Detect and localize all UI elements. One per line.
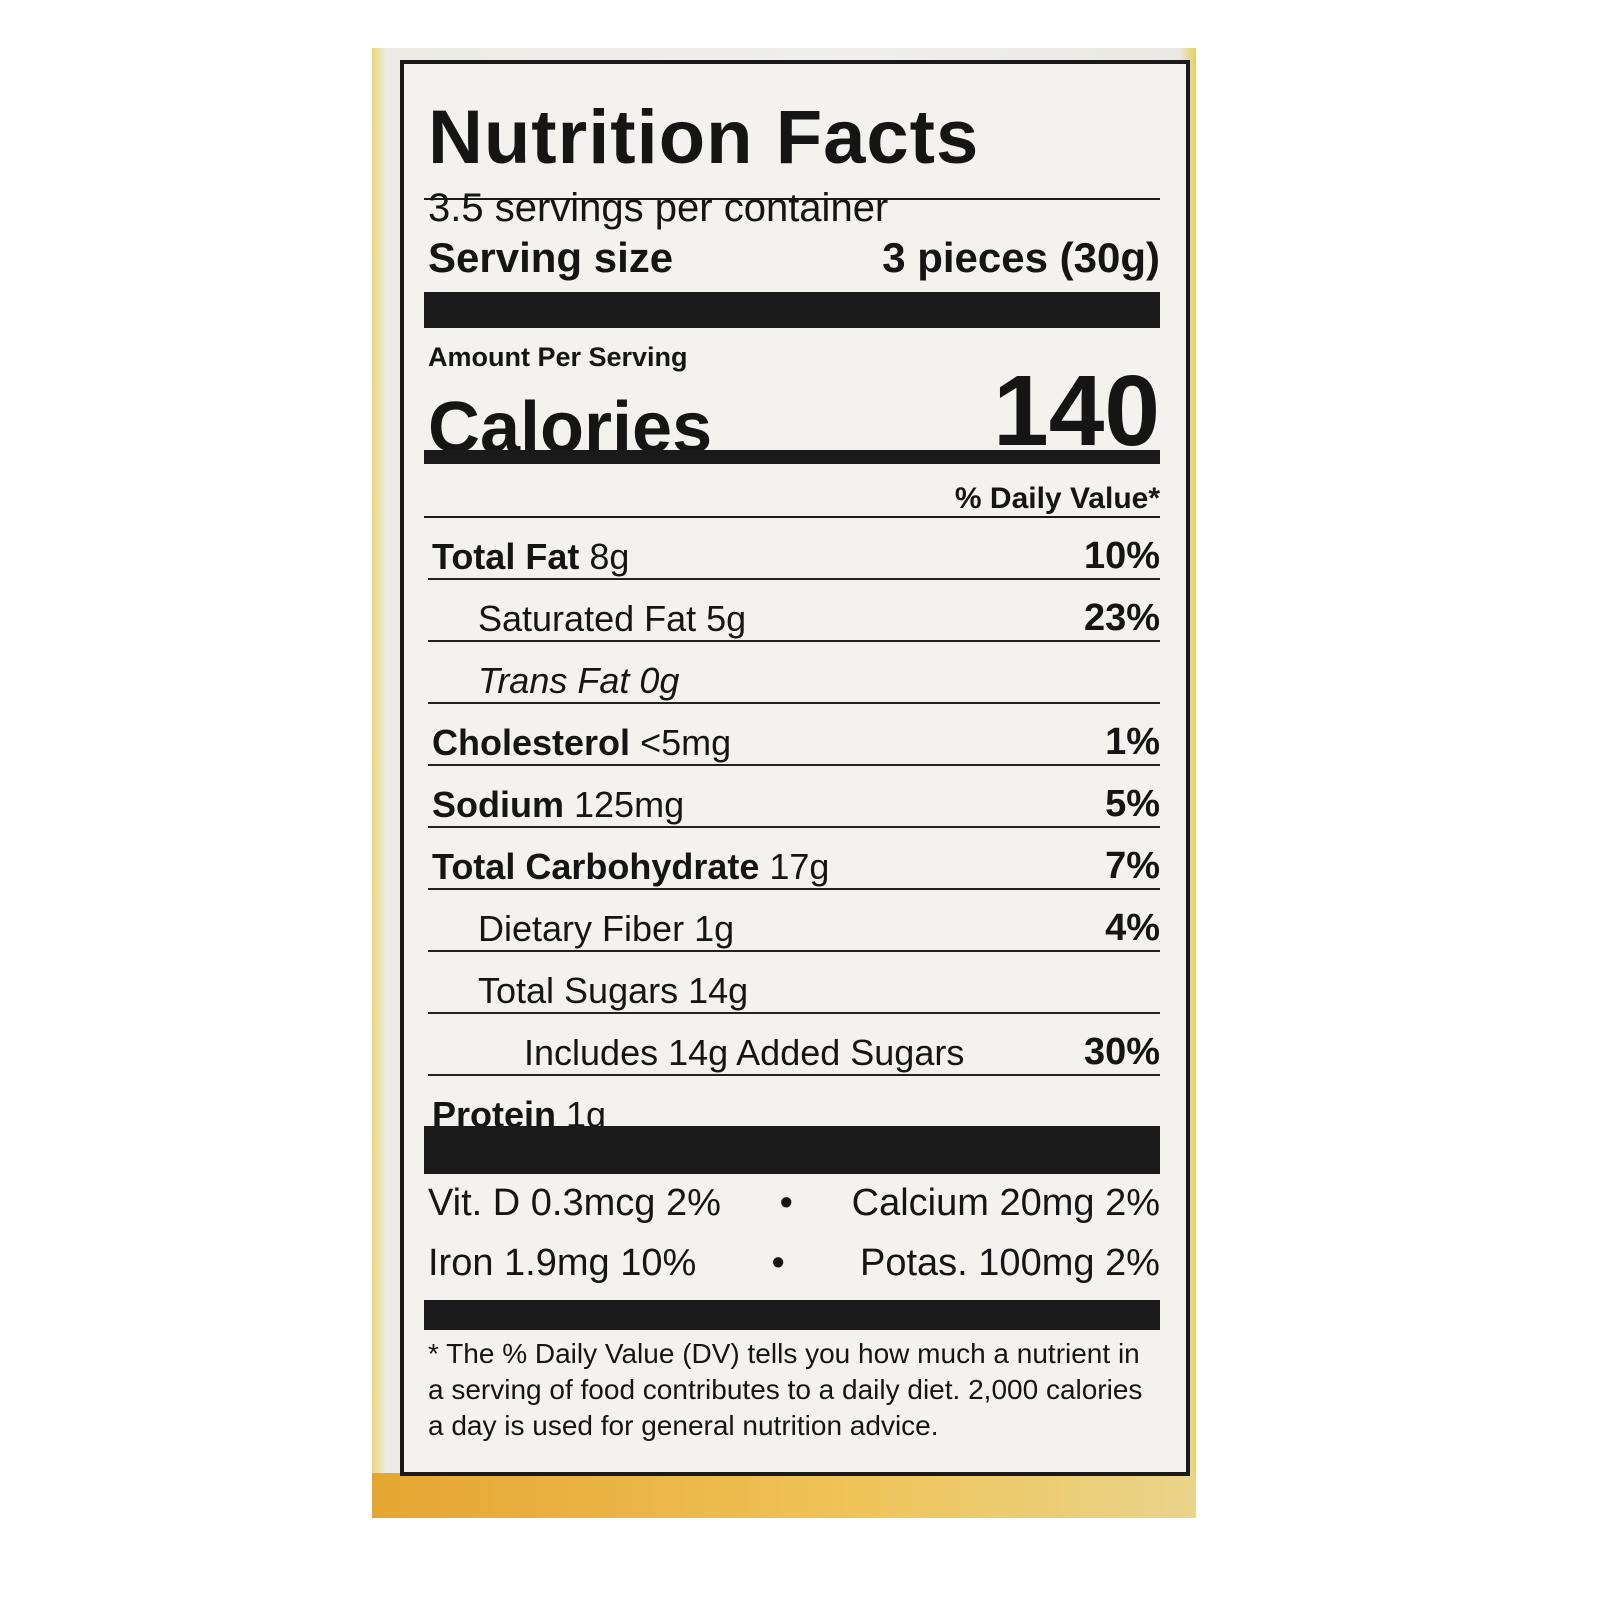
nutrient-row: Trans Fat 0g [428,642,1160,704]
nutrient-row: Saturated Fat 5g 23% [428,580,1160,642]
servings-per-container: 3.5 servings per container [428,186,889,230]
nutrient-daily-value: 4% [1105,907,1160,949]
nutrient-row: Sodium 125mg 5% [428,766,1160,828]
nutrient-label: Includes 14g Added Sugars [524,1032,965,1073]
nutrient-row: Cholesterol <5mg 1% [428,704,1160,766]
nutrient-row: Includes 14g Added Sugars 30% [428,1014,1160,1076]
nutrient-daily-value: 10% [1083,535,1160,577]
daily-value-header: % Daily Value* [954,482,1160,515]
nutrient-name: Total Carbohydrate 17g [428,846,829,888]
label-title: Nutrition Facts [428,95,980,180]
thick-divider [424,1300,1160,1330]
nutrient-amount: 0g [639,660,680,701]
nutrient-label: Sodium [432,784,564,825]
serving-size-label: Serving size [428,234,674,281]
nutrient-daily-value: 5% [1105,783,1160,825]
nutrient-daily-value: 30% [1083,1031,1160,1073]
serving-size-value: 3 pieces (30g) [882,234,1160,281]
nutrient-label: Cholesterol [432,722,631,763]
calcium: Calcium 20mg 2% [851,1182,1160,1224]
thick-divider [424,1126,1160,1174]
nutrient-amount: 125mg [574,784,685,825]
nutrient-name: Total Fat 8g [428,536,629,578]
footnote: * The % Daily Value (DV) tells you how m… [428,1338,1143,1441]
vitamin-row: Vit. D 0.3mcg 2% • Calcium 20mg 2% [428,1182,1160,1225]
product-photo: Nutrition Facts 3.5 servings per contain… [372,48,1196,1518]
serving-size-row: Serving size 3 pieces (30g) [428,234,1160,282]
nutrient-name: Total Sugars 14g [428,970,748,1012]
thick-divider [424,292,1160,328]
nutrient-amount: <5mg [640,722,732,763]
nutrient-row: Dietary Fiber 1g 4% [428,890,1160,952]
nutrient-amount: 8g [589,536,630,577]
nutrient-label: Trans Fat [478,660,630,701]
nutrient-amount: 1g [694,908,735,949]
nutrient-name: Trans Fat 0g [428,660,679,702]
nutrient-amount: 17g [769,846,830,887]
package-edge [372,1473,1196,1518]
nutrient-row: Total Fat 8g 10% [428,518,1160,580]
nutrient-label: Total Carbohydrate [432,846,760,887]
nutrient-label: Total Sugars [478,970,679,1011]
nutrition-facts-label: Nutrition Facts 3.5 servings per contain… [400,60,1190,1476]
nutrient-name: Includes 14g Added Sugars [428,1032,964,1074]
nutrient-daily-value: 1% [1105,721,1160,763]
nutrient-name: Cholesterol <5mg [428,722,731,764]
nutrient-row: Total Carbohydrate 17g 7% [428,828,1160,890]
vitamin-row: Iron 1.9mg 10% • Potas. 100mg 2% [428,1242,1160,1285]
vitamin-d: Vit. D 0.3mcg 2% [428,1182,721,1224]
nutrient-label: Total Fat [432,536,580,577]
nutrient-amount: 5g [706,598,747,639]
nutrient-list: Total Fat 8g 10% Saturated Fat 5g 23% Trans … [428,518,1160,1136]
nutrient-name: Sodium 125mg [428,784,684,826]
medium-divider [424,450,1160,464]
divider [424,516,1160,518]
bullet: • [779,1182,793,1224]
divider [424,198,1160,200]
calories-value: 140 [993,355,1160,467]
iron: Iron 1.9mg 10% [428,1242,697,1284]
nutrient-amount: 14g [688,970,749,1011]
nutrient-name: Saturated Fat 5g [428,598,746,640]
potassium: Potas. 100mg 2% [860,1242,1160,1284]
amount-per-serving: Amount Per Serving [428,342,688,372]
nutrient-daily-value: 7% [1105,845,1160,887]
nutrient-daily-value: 23% [1083,597,1160,639]
nutrient-row: Total Sugars 14g [428,952,1160,1014]
nutrient-name: Dietary Fiber 1g [428,908,734,950]
bullet: • [771,1242,785,1284]
nutrient-label: Saturated Fat [478,598,697,639]
nutrient-label: Dietary Fiber [478,908,685,949]
